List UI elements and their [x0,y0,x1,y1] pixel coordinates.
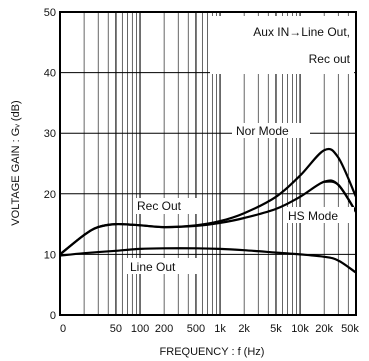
x-tick-labels: 0 50 100 200 500 1k 2k 5k 10k 20k 50k [60,323,359,335]
y-axis-label: VOLTAGE GAIN : Gᵥ (dB) [10,100,22,225]
x-tick-label: 5k [270,323,282,335]
x-tick-label: 2k [238,323,250,335]
series-curves [59,147,358,274]
y-tick-label: 10 [44,249,56,261]
x-tick-label: 500 [187,323,205,335]
x-tick-label: 0 [60,323,66,335]
y-tick-label: 0 [50,310,56,322]
label-bg-hs [286,207,354,223]
label-bg-rec [135,198,201,214]
annotation-line-1: Aux IN→Line Out, [253,25,350,39]
x-axis-label: FREQUENCY : f (Hz) [160,346,265,358]
annotation-line-2: Rec out [309,52,351,66]
label-bg-nor [232,123,310,138]
plot-frame [59,11,357,316]
nor-mode-curve [59,147,358,256]
y-tick-label: 20 [44,189,56,201]
y-tick-label: 50 [44,7,56,19]
y-tick-label: 30 [44,128,56,140]
x-tick-label: 10k [291,323,309,335]
x-tick-label: 100 [131,323,149,335]
line-out-curve [59,247,357,274]
y-tick-label: 40 [44,68,56,80]
x-tick-label: 200 [155,323,173,335]
hs-mode-curve [323,180,357,213]
x-tick-label: 50 [110,323,122,335]
series-label-nor-mode: Nor Mode [236,124,289,138]
grid-lines [60,12,356,315]
series-label-rec-out: Rec Out [137,199,182,213]
label-bg-line [126,258,198,274]
annotation-bg [210,16,354,74]
series-label-hs-mode: HS Mode [288,209,338,223]
x-tick-label: 50k [341,323,359,335]
x-tick-label: 1k [214,323,226,335]
y-tick-labels: 0 10 20 30 40 50 [44,7,56,322]
x-tick-label: 20k [315,323,333,335]
series-label-line-out: Line Out [130,260,176,274]
